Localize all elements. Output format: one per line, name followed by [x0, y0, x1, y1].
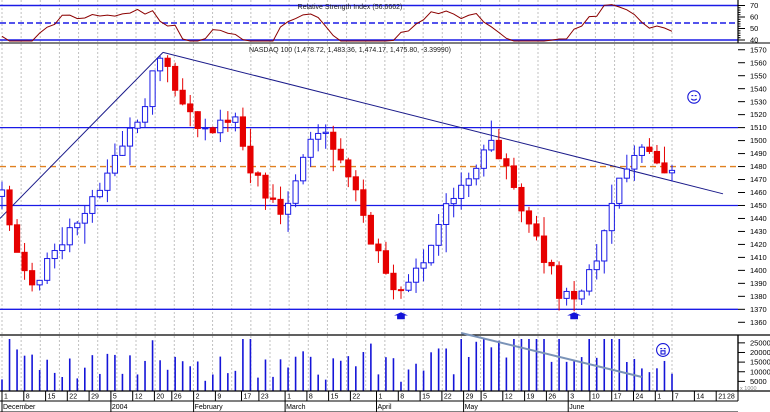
svg-text:1560: 1560 [750, 58, 767, 67]
svg-text:15000: 15000 [750, 358, 770, 367]
svg-text:21: 21 [718, 394, 726, 401]
svg-text:1430: 1430 [750, 227, 767, 236]
svg-text:1: 1 [4, 394, 8, 401]
svg-text:24: 24 [636, 394, 644, 401]
svg-text:1570: 1570 [750, 45, 767, 54]
svg-text:10: 10 [592, 394, 600, 401]
svg-text:1390: 1390 [750, 279, 767, 288]
svg-text:22: 22 [444, 394, 452, 401]
svg-text:15: 15 [48, 394, 56, 401]
svg-text:February: February [195, 404, 224, 411]
svg-text:5: 5 [483, 394, 487, 401]
svg-text:17: 17 [614, 394, 622, 401]
svg-text:1550: 1550 [750, 71, 767, 80]
svg-text:15: 15 [331, 394, 339, 401]
svg-text:1510: 1510 [750, 123, 767, 132]
svg-text:70: 70 [750, 1, 758, 10]
svg-text:14: 14 [696, 394, 704, 401]
svg-text:1460: 1460 [750, 188, 767, 197]
svg-text:1470: 1470 [750, 175, 767, 184]
svg-text:29: 29 [91, 394, 99, 401]
svg-text:29: 29 [466, 394, 474, 401]
svg-text:1450: 1450 [750, 201, 767, 210]
svg-text:1490: 1490 [750, 149, 767, 158]
svg-text:May: May [465, 404, 479, 411]
svg-text:1530: 1530 [750, 97, 767, 106]
svg-text:1: 1 [657, 394, 661, 401]
svg-text:10000: 10000 [750, 367, 770, 376]
svg-text:2004: 2004 [112, 404, 128, 411]
svg-text:March: March [286, 404, 306, 411]
svg-text:1410: 1410 [750, 253, 767, 262]
svg-text:8: 8 [309, 394, 313, 401]
svg-text:June: June [569, 404, 584, 411]
svg-text:28: 28 [727, 394, 735, 401]
svg-text:19: 19 [527, 394, 535, 401]
svg-text:5: 5 [113, 394, 117, 401]
svg-text:1370: 1370 [750, 305, 767, 314]
svg-text:7: 7 [675, 394, 679, 401]
svg-text:5000: 5000 [750, 377, 767, 386]
svg-text:60: 60 [750, 13, 758, 22]
svg-text:December: December [3, 404, 36, 411]
svg-text:April: April [378, 404, 392, 411]
svg-text:8: 8 [26, 394, 30, 401]
svg-text:1500: 1500 [750, 136, 767, 145]
svg-text:15: 15 [422, 394, 430, 401]
svg-text:NASDAQ 100 (1,478.72, 1,483.36: NASDAQ 100 (1,478.72, 1,483.36, 1,474.17… [249, 47, 451, 54]
svg-text:3: 3 [570, 394, 574, 401]
svg-text:17: 17 [244, 394, 252, 401]
svg-text:1540: 1540 [750, 84, 767, 93]
svg-text:1380: 1380 [750, 292, 767, 301]
svg-text:26: 26 [548, 394, 556, 401]
svg-text:20000: 20000 [750, 348, 770, 357]
svg-text:9: 9 [217, 394, 221, 401]
svg-text:12: 12 [135, 394, 143, 401]
svg-text:20: 20 [156, 394, 164, 401]
svg-text:22: 22 [352, 394, 360, 401]
svg-text:1520: 1520 [750, 110, 767, 119]
svg-text:1440: 1440 [750, 214, 767, 223]
svg-text:50: 50 [750, 24, 758, 33]
svg-text:Relative Strength Index (56.66: Relative Strength Index (56.6662) [298, 4, 403, 11]
svg-text:23: 23 [261, 394, 269, 401]
svg-text:26: 26 [174, 394, 182, 401]
svg-text:1: 1 [379, 394, 383, 401]
svg-text:8: 8 [400, 394, 404, 401]
svg-text:12: 12 [505, 394, 513, 401]
svg-text:1: 1 [287, 394, 291, 401]
svg-text:1400: 1400 [750, 266, 767, 275]
svg-text:22: 22 [69, 394, 77, 401]
svg-text:1420: 1420 [750, 240, 767, 249]
svg-text:25000: 25000 [750, 338, 770, 347]
svg-text:1360: 1360 [750, 318, 767, 327]
svg-text:2: 2 [196, 394, 200, 401]
svg-text:1480: 1480 [750, 162, 767, 171]
